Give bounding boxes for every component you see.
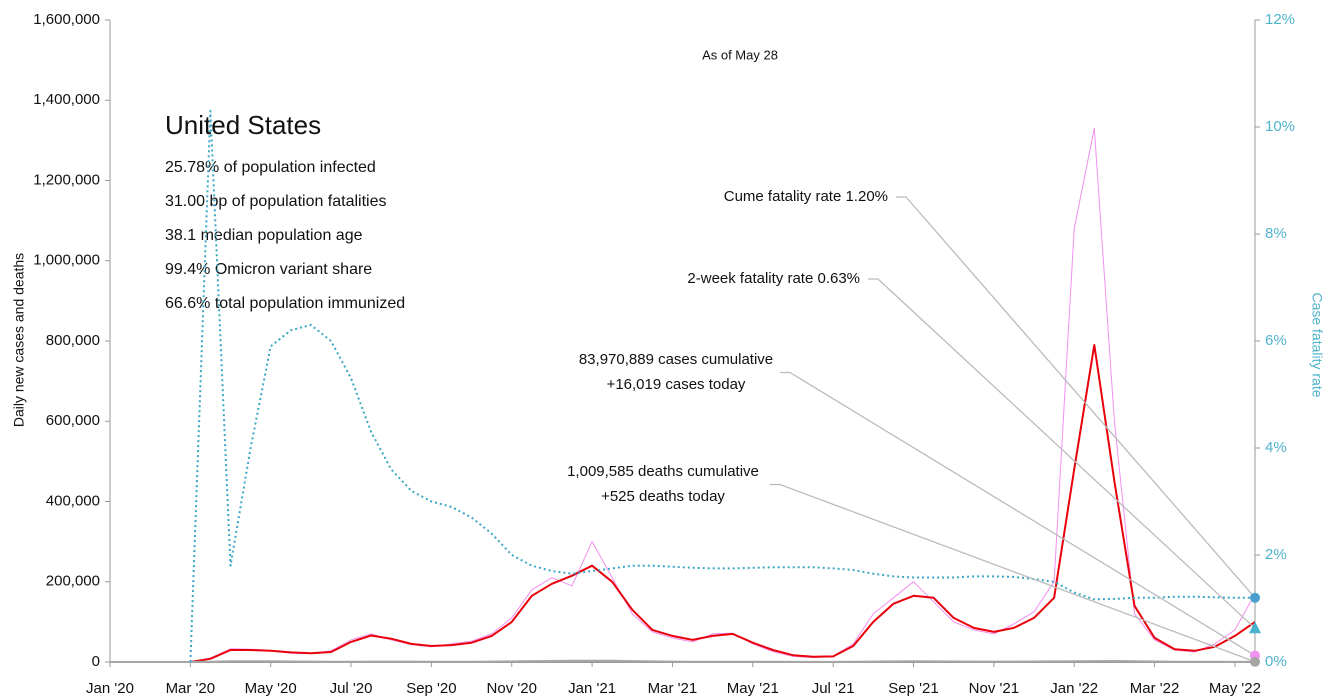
y2-tick-label: 4% (1265, 439, 1287, 456)
x-tick-label: Jan '21 (568, 680, 616, 697)
x-tick-label: Jul '20 (330, 680, 373, 697)
y2-tick-label: 12% (1265, 11, 1295, 28)
x-tick-label: Mar '22 (1130, 680, 1180, 697)
annotation-text: 2-week fatality rate 0.63% (687, 270, 860, 287)
y-tick-label: 1,000,000 (33, 252, 100, 269)
chart-subtitle: As of May 28 (702, 47, 778, 62)
y2-tick-label: 8% (1265, 225, 1287, 242)
annotation-text: +525 deaths today (601, 488, 725, 505)
annotation-text: 83,970,889 cases cumulative (579, 351, 773, 368)
series-line (110, 344, 1256, 663)
y-tick-label: 800,000 (46, 332, 100, 349)
info-line: 38.1 median population age (165, 227, 363, 244)
info-line: 99.4% Omicron variant share (165, 261, 372, 278)
x-tick-label: Nov '21 (969, 680, 1019, 697)
y-tick-label: 600,000 (46, 412, 100, 429)
y-tick-label: 1,600,000 (33, 11, 100, 28)
y-tick-label: 1,400,000 (33, 91, 100, 108)
info-title: United States (165, 110, 321, 140)
y-tick-label: 400,000 (46, 492, 100, 509)
series-line (110, 659, 1256, 663)
x-tick-label: May '20 (245, 680, 297, 697)
x-tick-label: Jul '21 (812, 680, 855, 697)
y2-tick-label: 0% (1265, 653, 1287, 670)
x-tick-label: May '22 (1209, 680, 1261, 697)
callout-line (780, 371, 1256, 657)
annotation-text: Cume fatality rate 1.20% (724, 188, 888, 205)
x-tick-label: Mar '20 (166, 680, 216, 697)
x-tick-label: Sep '21 (888, 680, 938, 697)
y2-axis-label: Case fatality rate (1309, 292, 1325, 397)
x-tick-label: Mar '21 (648, 680, 698, 697)
x-tick-label: Jan '20 (86, 680, 134, 697)
x-tick-label: Sep '20 (406, 680, 456, 697)
y-tick-label: 0 (92, 653, 100, 670)
end-marker (1249, 621, 1261, 634)
x-tick-label: Nov '20 (487, 680, 537, 697)
y2-tick-label: 10% (1265, 118, 1295, 135)
info-line: 66.6% total population immunized (165, 295, 405, 312)
end-marker (1250, 592, 1260, 603)
end-marker (1250, 656, 1260, 667)
y-tick-label: 1,200,000 (33, 171, 100, 188)
info-line: 25.78% of population infected (165, 159, 376, 176)
y-tick-label: 200,000 (46, 573, 100, 590)
annotation-text: +16,019 cases today (607, 376, 746, 393)
y-axis-label: Daily new cases and deaths (11, 253, 27, 427)
y2-tick-label: 6% (1265, 332, 1287, 349)
callout-line (770, 483, 1256, 663)
y2-tick-label: 2% (1265, 546, 1287, 563)
x-tick-label: May '21 (727, 680, 779, 697)
annotation-text: 1,009,585 deaths cumulative (567, 463, 759, 480)
info-line: 31.00 bp of population fatalities (165, 193, 387, 210)
x-tick-label: Jan '22 (1050, 680, 1098, 697)
callout-line (896, 196, 1256, 599)
callout-line (868, 278, 1256, 629)
